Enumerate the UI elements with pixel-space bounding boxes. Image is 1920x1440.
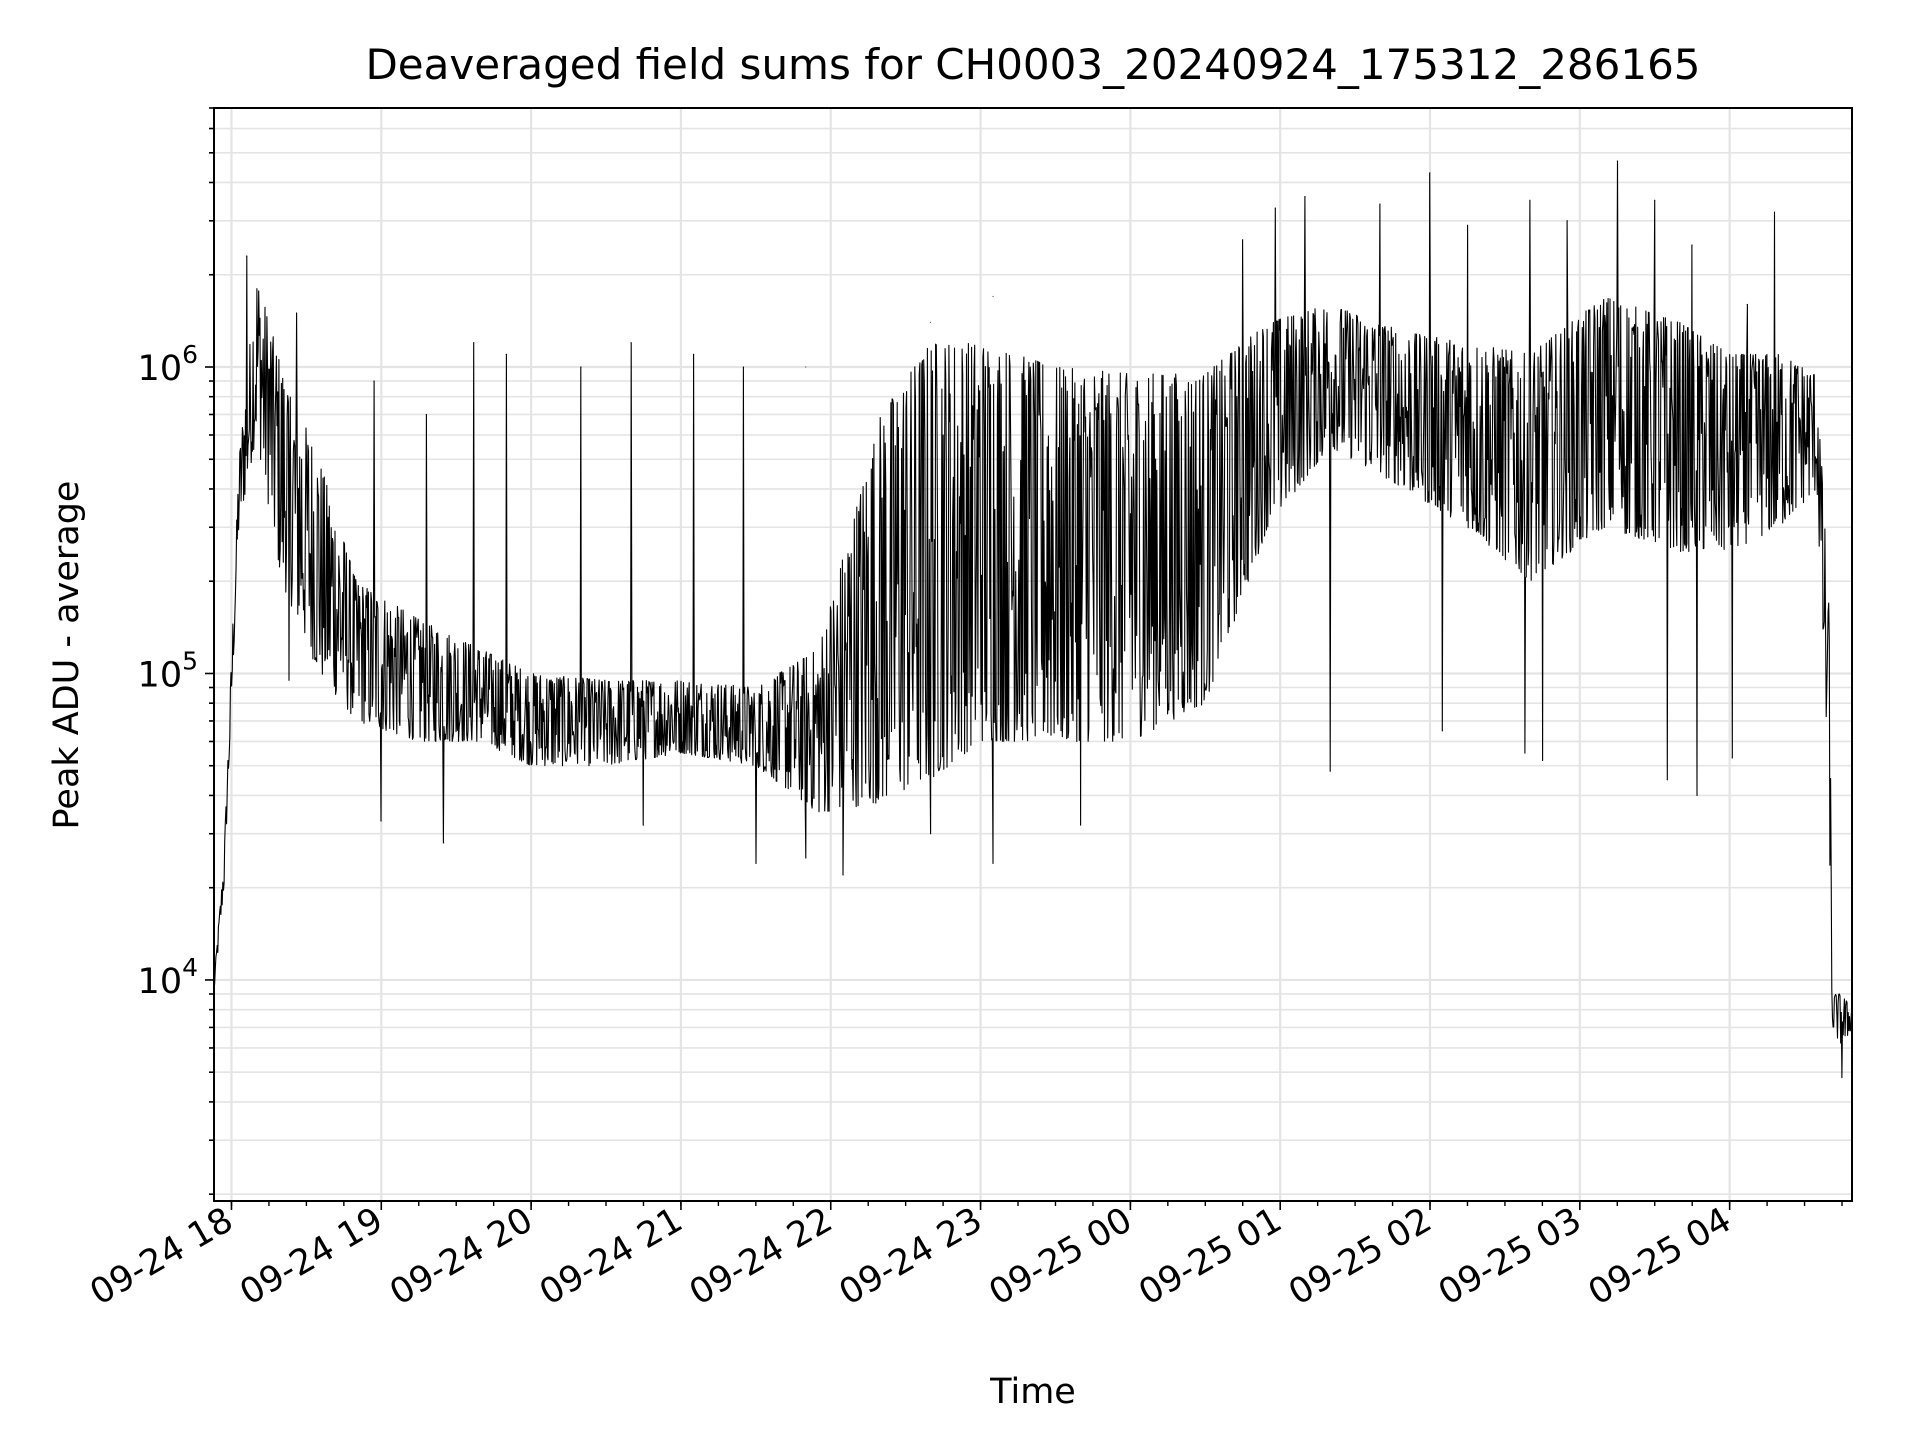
- x-tick-label: 09-24 21: [533, 1200, 689, 1313]
- spike-point: [1616, 160, 1618, 162]
- plot-frame: [213, 107, 1853, 1202]
- spike-point: [1529, 199, 1531, 201]
- series-line: [213, 160, 1853, 1079]
- y-tick-base: 10: [138, 655, 183, 695]
- x-tick-label: 09-24 18: [84, 1200, 240, 1313]
- spike-point: [630, 342, 632, 344]
- spike-point: [1566, 220, 1568, 222]
- series-layer: [213, 160, 1853, 1079]
- dip-point: [930, 833, 932, 835]
- dip-point: [1442, 730, 1443, 732]
- chart-title: Deaveraged field sums for CH0003_2024092…: [365, 40, 1700, 89]
- y-tick-exponent: 4: [182, 953, 198, 982]
- spike-point: [992, 295, 994, 297]
- spike-point: [1429, 172, 1431, 174]
- dip-point: [755, 862, 757, 864]
- x-tick-label: 09-25 02: [1282, 1200, 1438, 1313]
- x-tick-label: 09-25 01: [1132, 1200, 1288, 1313]
- dip-point: [642, 824, 644, 826]
- dip-point: [288, 679, 290, 681]
- x-tick-label: 09-24 20: [383, 1200, 539, 1313]
- spike-point: [473, 342, 475, 344]
- y-tick-exponent: 6: [182, 340, 198, 369]
- y-tick-exponent: 5: [182, 646, 198, 675]
- spike-point: [1691, 244, 1693, 246]
- y-axis-label: Peak ADU - average: [47, 481, 87, 830]
- dip-point: [1329, 770, 1331, 772]
- spike-point: [505, 353, 507, 355]
- spike-point: [1274, 207, 1276, 209]
- spike-point: [742, 366, 744, 368]
- spike-point: [1774, 211, 1776, 213]
- dip-point: [1696, 794, 1698, 796]
- x-tick-label: 09-24 23: [833, 1200, 989, 1313]
- spike-point: [425, 413, 427, 415]
- y-tick-base: 10: [138, 962, 183, 1002]
- x-tick-label: 09-25 03: [1432, 1200, 1588, 1313]
- spike-point: [1654, 199, 1656, 201]
- x-tick-label: 09-25 04: [1582, 1200, 1738, 1313]
- y-tick-label: 105: [138, 646, 198, 695]
- spike-point: [1746, 303, 1748, 305]
- dip-point: [443, 842, 445, 844]
- x-tick-label: 09-25 00: [983, 1200, 1139, 1313]
- spike-point: [1242, 239, 1244, 241]
- dip-point: [992, 862, 994, 864]
- y-tick-label: 106: [138, 340, 198, 389]
- spike-point: [295, 312, 297, 314]
- x-axis-label: Time: [989, 1372, 1076, 1412]
- spike-point: [930, 321, 932, 323]
- dip-point: [805, 857, 807, 859]
- spike-point: [692, 353, 694, 355]
- dip-point: [380, 820, 382, 822]
- dip-point: [1524, 752, 1526, 754]
- spike-point: [1466, 224, 1468, 226]
- dip-point: [1666, 779, 1668, 781]
- dip-point: [842, 874, 844, 876]
- spike-point: [245, 255, 247, 257]
- dip-point: [1731, 757, 1733, 759]
- dip-point: [1841, 1077, 1843, 1079]
- spike-point: [373, 380, 375, 382]
- spike-point: [1304, 196, 1306, 198]
- y-tick-label: 104: [138, 953, 198, 1002]
- spike-point: [805, 366, 807, 368]
- dip-point: [1541, 760, 1543, 762]
- spike-point: [1379, 203, 1381, 205]
- spike-point: [580, 366, 582, 368]
- dip-point: [1079, 824, 1081, 826]
- x-tick-label: 09-24 19: [234, 1200, 390, 1313]
- y-tick-base: 10: [138, 349, 183, 389]
- x-tick-label: 09-24 22: [683, 1200, 839, 1313]
